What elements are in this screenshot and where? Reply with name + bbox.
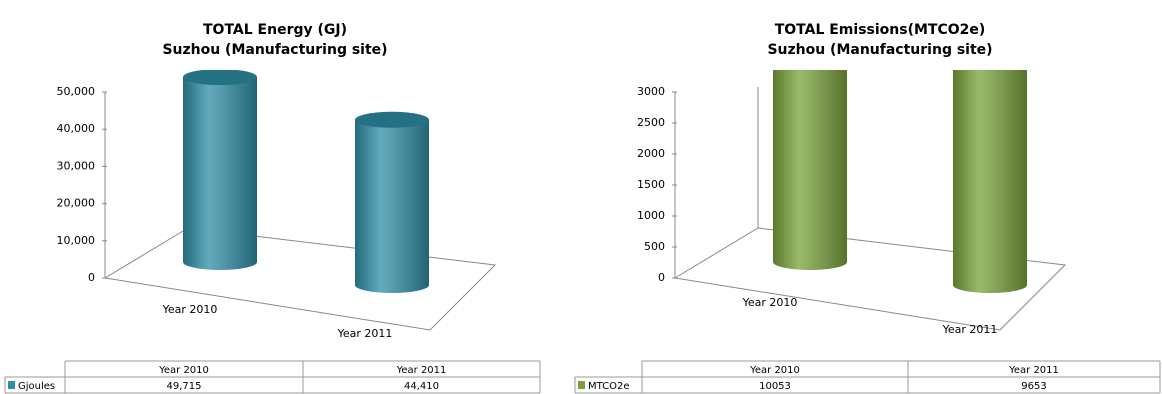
y-tick-label: 0 bbox=[88, 271, 95, 284]
x-tick-label: Year 2011 bbox=[337, 327, 393, 340]
cylinder bbox=[773, 70, 847, 270]
table-header: Year 2010 bbox=[158, 365, 209, 376]
cylinder bbox=[183, 70, 257, 270]
y-tick-label: 30,000 bbox=[57, 159, 96, 172]
table-header: Year 2010 bbox=[749, 365, 800, 376]
y-tick-label: 1000 bbox=[637, 209, 665, 222]
cylinder-top bbox=[183, 70, 257, 86]
x-tick-label: Year 2010 bbox=[162, 303, 218, 316]
y-tick-label: 3000 bbox=[637, 85, 665, 98]
cylinder-shade bbox=[773, 70, 847, 270]
y-tick-label: 0 bbox=[658, 271, 665, 284]
table-header: Year 2011 bbox=[1008, 365, 1059, 376]
chart-subtitle: Suzhou (Manufacturing site) bbox=[162, 42, 387, 58]
legend-key bbox=[578, 381, 585, 389]
chart-subtitle: Suzhou (Manufacturing site) bbox=[767, 42, 992, 58]
chart-title: TOTAL Energy (GJ) bbox=[203, 22, 347, 38]
x-tick-label: Year 2010 bbox=[742, 296, 798, 309]
y-tick-label: 500 bbox=[644, 240, 665, 253]
legend-key bbox=[8, 381, 15, 389]
cylinder-shade bbox=[355, 119, 429, 293]
cylinder bbox=[355, 111, 429, 293]
cylinder-top-shade bbox=[183, 70, 257, 86]
table-value: 44,410 bbox=[404, 381, 439, 392]
plot bbox=[183, 70, 429, 293]
cylinder-top-shade bbox=[355, 111, 429, 128]
legend-label: MTCO2e bbox=[588, 381, 630, 392]
cylinder-shade bbox=[953, 70, 1027, 293]
cylinder-top bbox=[355, 111, 429, 128]
table-value: 49,715 bbox=[167, 381, 202, 392]
y-tick-label: 50,000 bbox=[57, 85, 96, 98]
y-tick-label: 10,000 bbox=[57, 234, 96, 247]
y-tick-label: 20,000 bbox=[57, 197, 96, 210]
y-tick-label: 2000 bbox=[637, 147, 665, 160]
table-value: 9653 bbox=[1021, 381, 1046, 392]
cylinder bbox=[953, 70, 1027, 293]
table-header: Year 2011 bbox=[396, 365, 447, 376]
table-value: 10053 bbox=[759, 381, 791, 392]
cylinder-shade bbox=[183, 77, 257, 270]
legend-label: Gjoules bbox=[18, 381, 55, 392]
x-tick-label: Year 2011 bbox=[942, 323, 998, 336]
y-tick-label: 1500 bbox=[637, 178, 665, 191]
y-tick-label: 40,000 bbox=[57, 122, 96, 135]
floor bbox=[673, 227, 1067, 331]
y-tick-label: 2500 bbox=[637, 116, 665, 129]
floor bbox=[103, 227, 497, 331]
chart-title: TOTAL Emissions(MTCO2e) bbox=[775, 22, 986, 38]
plot bbox=[773, 70, 1027, 293]
